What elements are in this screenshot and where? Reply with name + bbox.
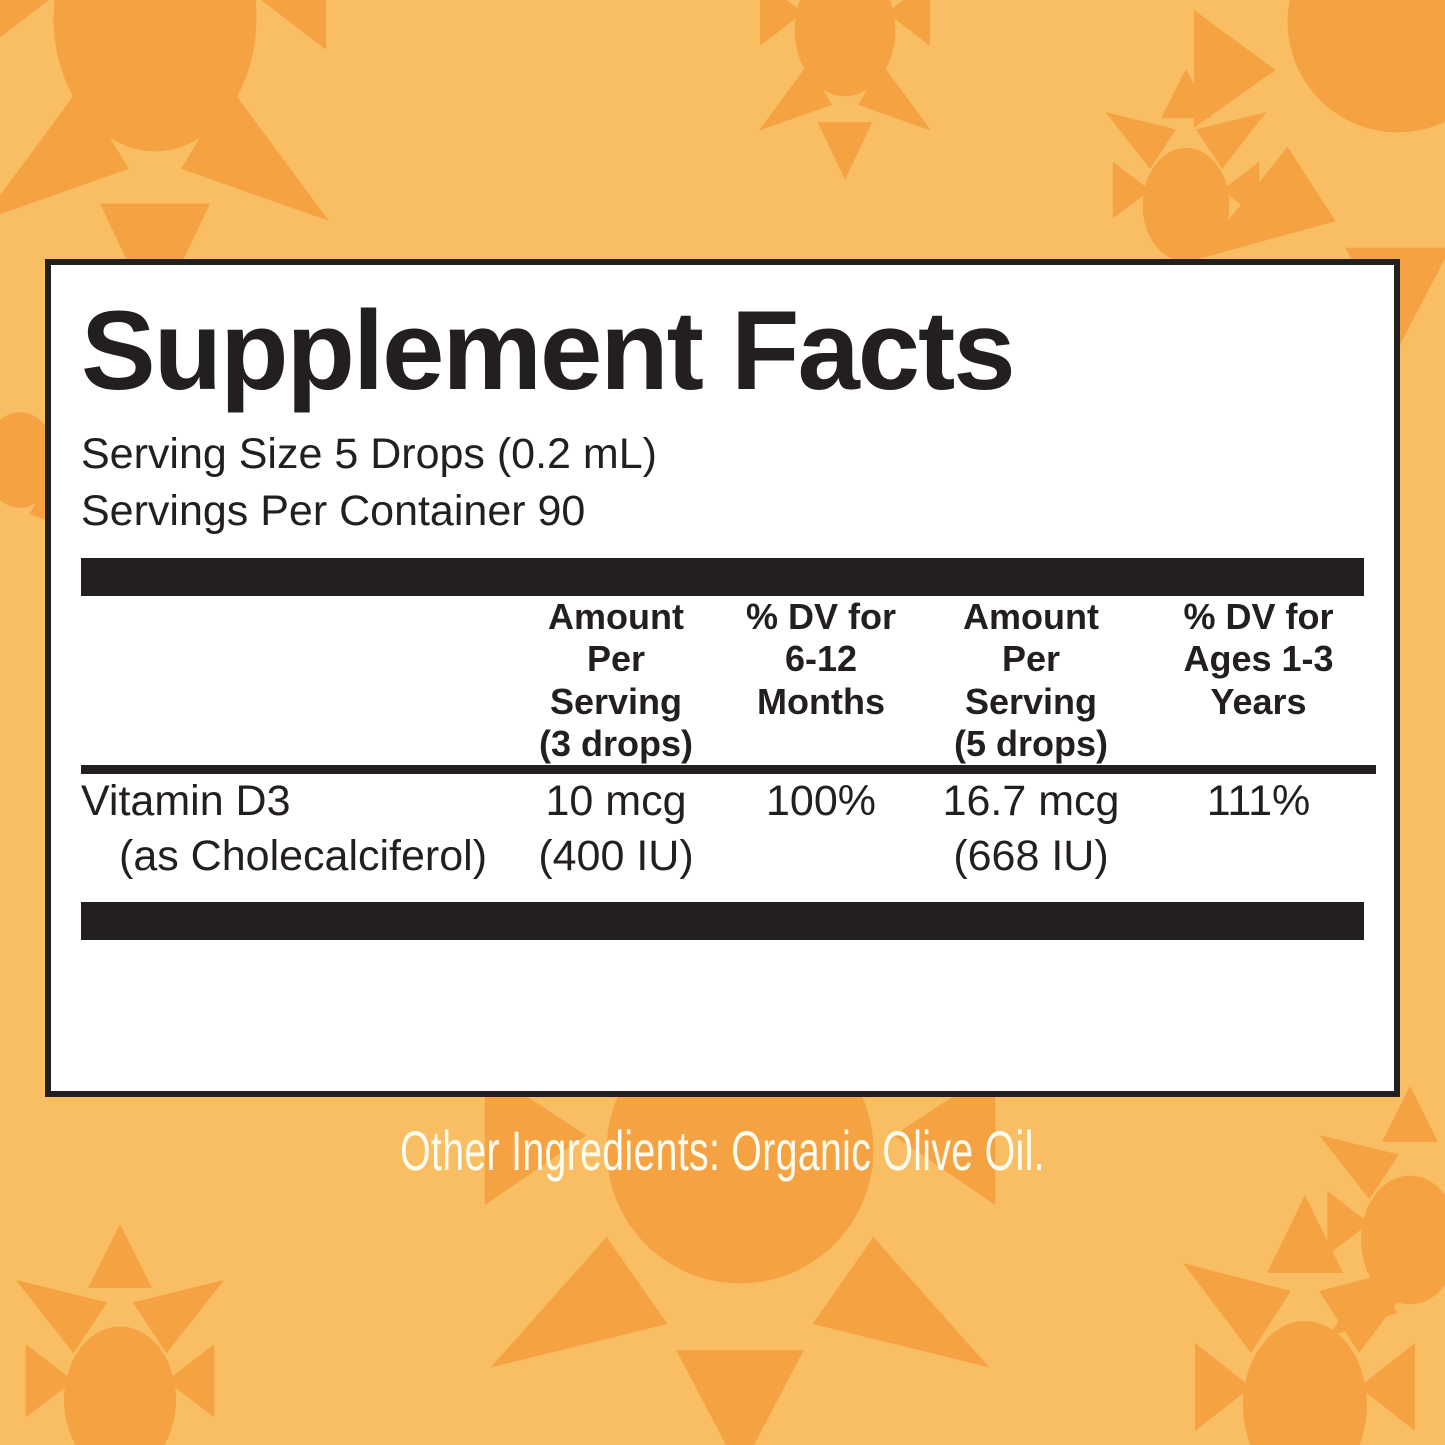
value-amount-3-drops: 10 mcg (400 IU) bbox=[538, 776, 694, 880]
table-row: Vitamin D3 (as Cholecalciferol) 10 mcg (… bbox=[81, 774, 1376, 884]
serving-size-line: Serving Size 5 Drops (0.2 mL) bbox=[81, 429, 657, 478]
value-dv-6-12-months: 100% bbox=[766, 776, 876, 825]
header-divider-thin bbox=[81, 764, 1376, 774]
value-amount-5-drops: 16.7 mcg (668 IU) bbox=[942, 776, 1120, 880]
table-header-row: Amount Per Serving (3 drops) % DV for 6-… bbox=[81, 596, 1376, 764]
supplement-facts-panel: Supplement Facts Serving Size 5 Drops (0… bbox=[45, 259, 1400, 1097]
nutrient-name: Vitamin D3 bbox=[81, 776, 291, 825]
header-dv-ages-1-3-years: % DV for Ages 1-3 Years bbox=[1183, 596, 1334, 722]
supplement-facts-table: Amount Per Serving (3 drops) % DV for 6-… bbox=[81, 596, 1376, 884]
header-amount-per-serving-3-drops: Amount Per Serving (3 drops) bbox=[538, 596, 693, 764]
page-title: Supplement Facts bbox=[81, 288, 1016, 413]
header-nutrient-name bbox=[81, 596, 511, 764]
servings-per-container-line: Servings Per Container 90 bbox=[81, 487, 586, 536]
other-ingredients-text: Other Ingredients: Organic Olive Oil. bbox=[400, 1119, 1045, 1182]
header-divider-thin-cell bbox=[81, 764, 1376, 774]
nutrient-name-cell: Vitamin D3 (as Cholecalciferol) bbox=[81, 774, 511, 884]
panel-content: Supplement Facts Serving Size 5 Drops (0… bbox=[81, 275, 1376, 940]
footer-divider-thick bbox=[81, 901, 1364, 940]
header-amount-per-serving-5-drops: Amount Per Serving (5 drops) bbox=[953, 596, 1108, 764]
header-divider-thick bbox=[81, 558, 1364, 597]
value-dv-ages-1-3-years: 111% bbox=[1206, 776, 1311, 825]
table-rule-row bbox=[81, 764, 1376, 774]
serving-info: Serving Size 5 Drops (0.2 mL) Servings P… bbox=[81, 426, 1364, 540]
nutrient-name-sub: (as Cholecalciferol) bbox=[119, 831, 488, 880]
header-dv-6-12-months: % DV for 6-12 Months bbox=[745, 596, 896, 722]
